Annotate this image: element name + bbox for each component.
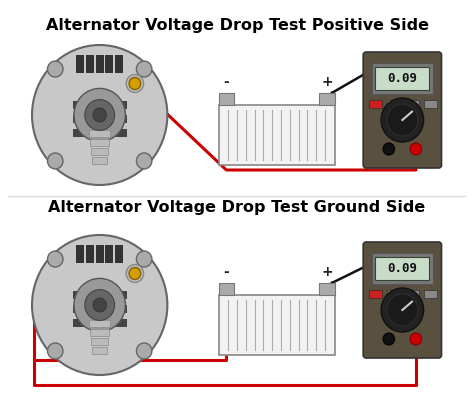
Circle shape	[410, 143, 422, 155]
Bar	[73, 101, 127, 109]
Circle shape	[47, 251, 63, 267]
Bar	[405, 290, 419, 298]
Bar	[106, 55, 113, 73]
Circle shape	[383, 333, 395, 345]
Circle shape	[74, 278, 126, 332]
Circle shape	[381, 98, 424, 142]
Bar	[115, 55, 123, 73]
Text: -: -	[223, 265, 229, 279]
FancyBboxPatch shape	[363, 242, 441, 358]
Circle shape	[126, 75, 144, 92]
Circle shape	[47, 343, 63, 359]
Bar	[407, 304, 421, 311]
Circle shape	[93, 108, 107, 122]
Bar	[384, 114, 398, 121]
Bar	[219, 93, 234, 105]
Circle shape	[129, 268, 141, 279]
Circle shape	[381, 288, 424, 332]
Bar	[90, 329, 109, 336]
Bar	[96, 245, 103, 263]
Circle shape	[137, 61, 152, 77]
Bar	[372, 63, 433, 94]
Bar	[375, 257, 429, 280]
Bar	[387, 290, 401, 298]
Circle shape	[93, 298, 107, 312]
Bar	[387, 100, 401, 108]
Bar	[407, 114, 421, 121]
Bar	[405, 100, 419, 108]
Text: -: -	[223, 75, 229, 89]
Bar	[106, 245, 113, 263]
Circle shape	[47, 61, 63, 77]
Bar	[319, 283, 335, 295]
Bar	[89, 130, 110, 137]
Bar	[89, 320, 110, 327]
Bar	[86, 55, 94, 73]
Bar	[91, 148, 109, 155]
Circle shape	[137, 343, 152, 359]
Text: +: +	[321, 75, 333, 89]
Bar	[219, 105, 335, 165]
FancyBboxPatch shape	[363, 52, 441, 168]
Bar	[115, 245, 123, 263]
Text: 0.09: 0.09	[387, 72, 417, 85]
Circle shape	[137, 251, 152, 267]
Bar	[319, 93, 335, 105]
Bar	[76, 55, 84, 73]
Bar	[73, 305, 127, 313]
Circle shape	[387, 294, 418, 326]
Bar	[368, 290, 382, 298]
Text: Alternator Voltage Drop Test Positive Side: Alternator Voltage Drop Test Positive Si…	[46, 18, 428, 33]
Bar	[424, 100, 437, 108]
Bar	[424, 290, 437, 298]
Text: Alternator Voltage Drop Test Ground Side: Alternator Voltage Drop Test Ground Side	[48, 200, 426, 215]
Bar	[73, 129, 127, 137]
Bar	[73, 291, 127, 299]
Circle shape	[32, 45, 167, 185]
Bar	[73, 319, 127, 327]
Bar	[86, 245, 94, 263]
Bar	[384, 304, 398, 311]
Bar	[219, 295, 335, 355]
Bar	[92, 157, 108, 164]
Circle shape	[410, 333, 422, 345]
Circle shape	[137, 153, 152, 169]
Circle shape	[129, 77, 141, 90]
Bar	[90, 139, 109, 146]
Bar	[96, 55, 103, 73]
Bar	[92, 347, 108, 354]
Circle shape	[47, 153, 63, 169]
Circle shape	[85, 290, 115, 320]
Bar	[372, 253, 433, 284]
Bar	[368, 100, 382, 108]
Bar	[219, 283, 234, 295]
Bar	[76, 245, 84, 263]
Bar	[91, 338, 109, 345]
Bar	[375, 67, 429, 90]
Text: +: +	[321, 265, 333, 279]
Text: 0.09: 0.09	[387, 262, 417, 275]
Circle shape	[126, 264, 144, 283]
Circle shape	[85, 99, 115, 130]
Bar	[73, 115, 127, 123]
Circle shape	[387, 104, 418, 136]
Circle shape	[383, 143, 395, 155]
Circle shape	[74, 88, 126, 141]
Circle shape	[32, 235, 167, 375]
